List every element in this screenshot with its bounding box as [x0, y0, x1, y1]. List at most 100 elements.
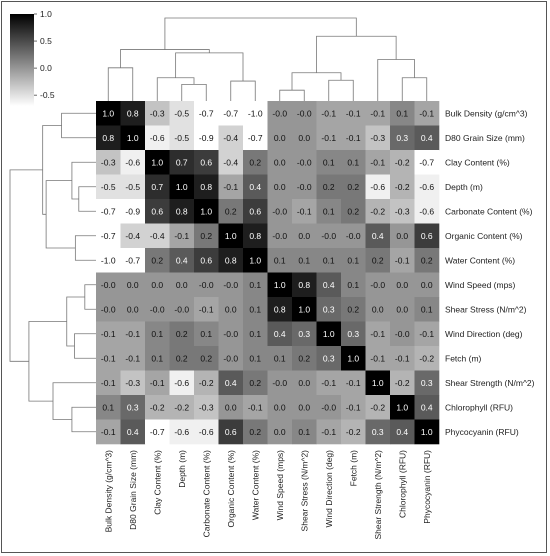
- heatmap-cell: [341, 297, 366, 322]
- cell-value-label: 0.4: [176, 255, 188, 265]
- heatmap-cell: [292, 395, 317, 420]
- heatmap-cell: [341, 321, 366, 347]
- heatmap-cell: [169, 223, 195, 249]
- column-dendrogram-link: [120, 49, 210, 68]
- cell-value-label: -0.1: [370, 329, 385, 339]
- heatmap-cell: [169, 321, 195, 347]
- heatmap-cell: [194, 419, 219, 445]
- cell-value-label: 0.7: [176, 157, 188, 167]
- row-label: D80 Grain Size (mm): [445, 133, 525, 143]
- heatmap-cell: [365, 199, 391, 224]
- heatmap-cell: [120, 297, 146, 322]
- heatmap-cells: 1.0 0.8 -0.3 -0.5 -0.7 -0.7 -1.0 -0.0 -0.0 -0.1 -0…: [96, 101, 440, 445]
- heatmap-cell: [292, 419, 317, 445]
- cell-value-label: -0.3: [101, 157, 116, 167]
- heatmap-cell: [414, 101, 440, 126]
- column-label: Clay Content (%): [152, 450, 162, 515]
- heatmap-cell: [243, 419, 268, 445]
- cell-value-label: -0.1: [174, 231, 189, 241]
- heatmap-cell: [292, 150, 317, 175]
- cell-value-label: 1.0: [372, 378, 384, 388]
- cell-value-label: 0.1: [249, 280, 261, 290]
- cell-value-label: -0.1: [419, 329, 434, 339]
- heatmap-cell: [390, 321, 415, 347]
- column-dendrogram-link: [164, 17, 357, 50]
- cell-value-label: -0.3: [125, 378, 140, 388]
- cell-value-label: -0.7: [419, 157, 434, 167]
- heatmap-cell: [414, 419, 440, 445]
- cell-value-label: 0.0: [127, 304, 139, 314]
- cell-value-label: 0.1: [298, 255, 310, 265]
- cell-value-label: -1.0: [101, 255, 116, 265]
- heatmap-cell: [145, 248, 170, 273]
- heatmap-cell: [145, 150, 170, 175]
- heatmap-cell: [390, 150, 415, 175]
- column-labels: Bulk Density (g/cm^3) D80 Grain Size (mm)…: [103, 450, 432, 540]
- colorbar: 1.0 0.5 0.0 -0.5: [10, 9, 55, 106]
- cell-value-label: 0.2: [323, 182, 335, 192]
- heatmap-cell: [341, 199, 366, 224]
- heatmap-cell: [414, 199, 440, 224]
- cell-value-label: -0.7: [101, 231, 116, 241]
- cell-value-label: 0.4: [396, 427, 408, 437]
- cell-value-label: 0.2: [176, 329, 188, 339]
- heatmap-cell: [414, 150, 440, 175]
- heatmap-cell: [243, 174, 268, 200]
- cell-value-label: 0.1: [396, 108, 408, 118]
- cell-value-label: 0.6: [421, 231, 433, 241]
- cell-value-label: 0.4: [249, 182, 261, 192]
- cell-value-label: 0.1: [347, 157, 359, 167]
- cell-value-label: 0.0: [274, 133, 286, 143]
- column-label: Organic Content (%): [226, 450, 236, 528]
- heatmap-cell: [194, 395, 219, 420]
- cell-value-label: -0.0: [174, 304, 189, 314]
- cell-value-label: -0.2: [419, 353, 434, 363]
- cell-value-label: 0.8: [200, 182, 212, 192]
- column-label: D80 Grain Size (mm): [128, 450, 138, 530]
- row-label: Wind Speed (mps): [445, 280, 516, 290]
- cell-value-label: -0.0: [346, 231, 361, 241]
- cell-value-label: -0.1: [101, 427, 116, 437]
- cell-value-label: -0.0: [223, 353, 238, 363]
- cell-value-label: 0.8: [225, 255, 237, 265]
- heatmap-cell: [218, 199, 244, 224]
- heatmap-cell: [194, 370, 219, 396]
- row-label: Wind Direction (deg): [445, 329, 523, 339]
- heatmap-cell: [414, 248, 440, 273]
- heatmap-cell: [96, 419, 121, 445]
- cell-value-label: -0.2: [370, 402, 385, 412]
- heatmap-cell: [341, 419, 366, 445]
- cell-value-label: 1.0: [249, 255, 261, 265]
- heatmap-cell: [218, 223, 244, 249]
- row-label: Carbonate Content (%): [445, 206, 533, 216]
- row-dendrogram-link: [42, 125, 62, 215]
- cell-value-label: -0.4: [125, 231, 140, 241]
- column-dendrogram-link: [377, 59, 415, 101]
- cell-value-label: 0.3: [372, 427, 384, 437]
- cell-value-label: 0.2: [249, 378, 261, 388]
- column-label: Shear Strength (N/m^2): [373, 450, 383, 540]
- column-dendrogram-link: [230, 80, 256, 101]
- cell-value-label: 1.0: [421, 427, 433, 437]
- heatmap-cell: [267, 321, 293, 347]
- cell-value-label: 0.4: [323, 280, 335, 290]
- cell-value-label: -0.1: [346, 378, 361, 388]
- heatmap-cell: [145, 321, 170, 347]
- heatmap-cell: [365, 297, 391, 322]
- cell-value-label: -0.7: [248, 133, 263, 143]
- cell-value-label: -0.6: [174, 427, 189, 437]
- heatmap-cell: [267, 395, 293, 420]
- cell-value-label: -0.2: [174, 402, 189, 412]
- row-dendrogram-link: [74, 235, 96, 261]
- cell-value-label: 0.0: [274, 427, 286, 437]
- column-label: Wind Direction (deg): [324, 450, 334, 528]
- cell-value-label: 0.6: [151, 206, 163, 216]
- cell-value-label: -0.3: [395, 206, 410, 216]
- heatmap-cell: [218, 346, 244, 371]
- cell-value-label: 0.8: [102, 133, 114, 143]
- heatmap-cell: [292, 248, 317, 273]
- heatmap-cell: [243, 321, 268, 347]
- cell-value-label: 0.3: [127, 402, 139, 412]
- cell-value-label: -0.6: [199, 427, 214, 437]
- cell-value-label: -0.1: [395, 353, 410, 363]
